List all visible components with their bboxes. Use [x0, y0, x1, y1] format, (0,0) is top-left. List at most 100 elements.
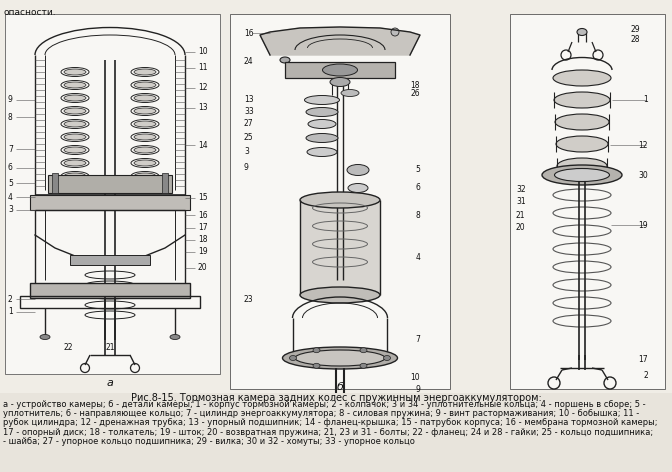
Text: 10: 10 — [411, 373, 420, 382]
Ellipse shape — [64, 95, 86, 101]
Text: 5: 5 — [415, 166, 420, 175]
Ellipse shape — [556, 136, 608, 152]
Bar — [70, 255, 150, 265]
Ellipse shape — [40, 335, 50, 339]
Ellipse shape — [347, 165, 369, 176]
Ellipse shape — [134, 160, 156, 166]
Text: 1: 1 — [643, 95, 648, 104]
Text: 17: 17 — [198, 224, 208, 233]
Text: 31: 31 — [516, 197, 526, 207]
Text: 7: 7 — [8, 144, 13, 153]
Text: 11: 11 — [198, 64, 208, 73]
Ellipse shape — [134, 82, 156, 88]
Text: 22: 22 — [63, 344, 73, 353]
Ellipse shape — [384, 355, 390, 361]
Ellipse shape — [64, 173, 86, 179]
Text: 25: 25 — [244, 134, 253, 143]
Ellipse shape — [348, 184, 368, 193]
Text: 6: 6 — [8, 163, 13, 172]
Ellipse shape — [134, 108, 156, 114]
Text: - шайба; 27 - упорное кольцо подшипника; 29 - вилка; 30 и 32 - хомуты; 33 - упор: - шайба; 27 - упорное кольцо подшипника;… — [3, 437, 415, 446]
Ellipse shape — [64, 134, 86, 140]
Text: 4: 4 — [8, 193, 13, 202]
Text: 28: 28 — [630, 35, 640, 44]
Ellipse shape — [170, 335, 180, 339]
Text: 21: 21 — [106, 344, 115, 353]
Text: 17: 17 — [638, 355, 648, 364]
Text: 21: 21 — [516, 211, 526, 219]
Text: 3: 3 — [244, 147, 249, 157]
Ellipse shape — [134, 95, 156, 101]
Text: 2: 2 — [8, 295, 13, 303]
Bar — [0, 0, 672, 393]
Text: 24: 24 — [244, 58, 253, 67]
Ellipse shape — [134, 134, 156, 140]
Ellipse shape — [554, 92, 610, 108]
Text: 5: 5 — [8, 178, 13, 187]
Bar — [52, 173, 58, 193]
Text: уплотнитель; 6 - направляющее кольцо; 7 - цилиндр энергоаккумулятора; 8 - силова: уплотнитель; 6 - направляющее кольцо; 7 … — [3, 409, 639, 418]
Text: 15: 15 — [198, 194, 208, 202]
Ellipse shape — [64, 108, 86, 114]
Text: 12: 12 — [638, 141, 648, 150]
Text: 9: 9 — [244, 163, 249, 172]
Bar — [20, 296, 200, 308]
Ellipse shape — [290, 355, 296, 361]
Ellipse shape — [308, 119, 336, 128]
Text: 6: 6 — [415, 184, 420, 193]
Text: 16: 16 — [244, 28, 253, 37]
Ellipse shape — [341, 90, 359, 96]
Ellipse shape — [554, 169, 610, 182]
Text: 7: 7 — [415, 336, 420, 345]
Ellipse shape — [134, 69, 156, 75]
Text: 9: 9 — [8, 95, 13, 104]
Ellipse shape — [300, 192, 380, 208]
Text: 26: 26 — [411, 89, 420, 98]
Ellipse shape — [313, 363, 320, 368]
Ellipse shape — [300, 287, 380, 303]
Text: Рис.8-15. Тормозная камера задних колес с пружинным энергоаккумулятором:: Рис.8-15. Тормозная камера задних колес … — [130, 393, 542, 403]
Ellipse shape — [295, 350, 385, 366]
Ellipse shape — [64, 82, 86, 88]
Ellipse shape — [555, 114, 609, 130]
Text: а: а — [107, 378, 114, 388]
Text: 8: 8 — [415, 211, 420, 219]
Ellipse shape — [64, 160, 86, 166]
Ellipse shape — [330, 77, 350, 86]
Bar — [5, 14, 220, 374]
Ellipse shape — [391, 28, 399, 36]
Text: 30: 30 — [638, 170, 648, 179]
Text: 32: 32 — [516, 185, 526, 194]
Text: 10: 10 — [198, 48, 208, 57]
Text: 13: 13 — [198, 103, 208, 112]
Bar — [48, 175, 172, 193]
Ellipse shape — [134, 121, 156, 127]
Bar — [510, 14, 665, 389]
Text: 1: 1 — [8, 307, 13, 317]
Ellipse shape — [64, 121, 86, 127]
Text: 13: 13 — [244, 95, 253, 104]
Text: 2: 2 — [643, 371, 648, 379]
Ellipse shape — [360, 363, 367, 368]
Text: 20: 20 — [198, 263, 208, 272]
Ellipse shape — [557, 158, 607, 174]
Ellipse shape — [307, 147, 337, 157]
Text: 18: 18 — [198, 236, 208, 244]
Ellipse shape — [306, 134, 338, 143]
Ellipse shape — [134, 147, 156, 153]
Text: 14: 14 — [198, 141, 208, 150]
Ellipse shape — [360, 348, 367, 353]
Bar — [0, 393, 672, 472]
Bar — [162, 173, 168, 193]
Text: 8: 8 — [8, 112, 13, 121]
Text: 18: 18 — [411, 81, 420, 90]
Text: опасности.: опасности. — [3, 8, 56, 17]
Text: рубок цилиндра; 12 - дренажная трубка; 13 - упорный подшипник; 14 - фланец-крышк: рубок цилиндра; 12 - дренажная трубка; 1… — [3, 418, 657, 428]
Text: 23: 23 — [244, 295, 253, 304]
Text: 33: 33 — [244, 108, 254, 117]
Text: 16: 16 — [198, 211, 208, 219]
Ellipse shape — [64, 69, 86, 75]
Text: 29: 29 — [630, 25, 640, 34]
Text: 19: 19 — [638, 220, 648, 229]
Ellipse shape — [313, 348, 320, 353]
